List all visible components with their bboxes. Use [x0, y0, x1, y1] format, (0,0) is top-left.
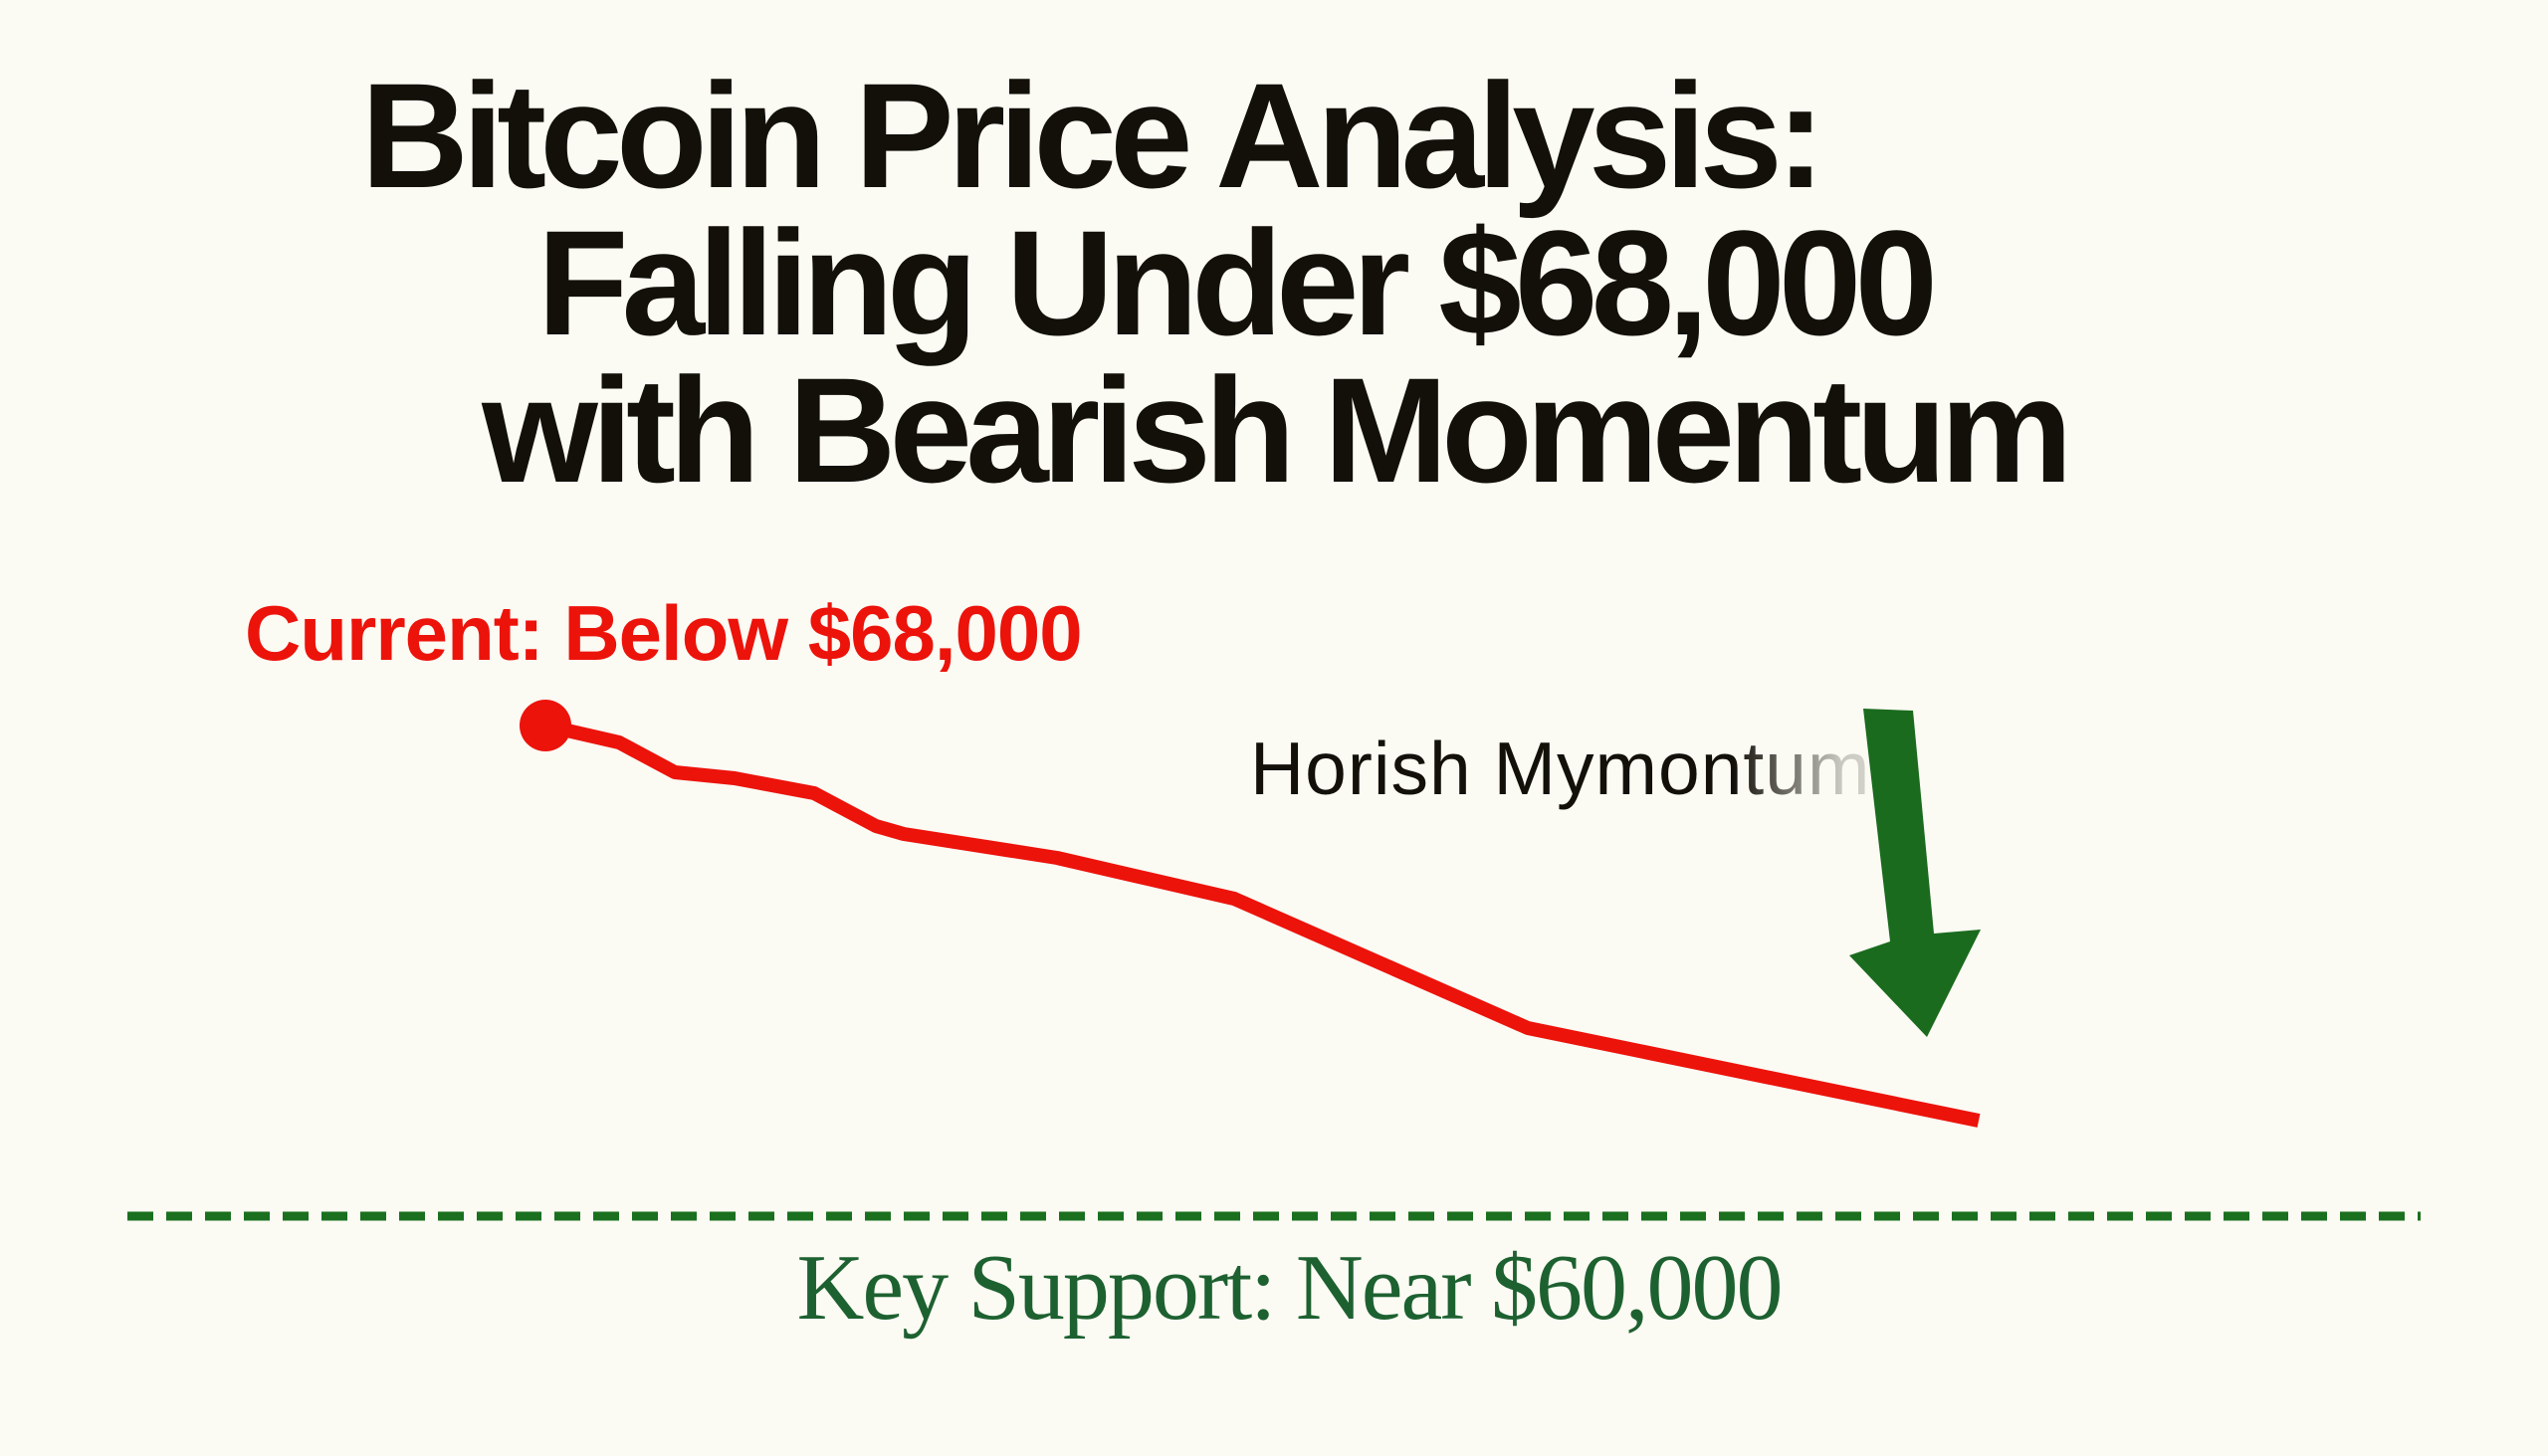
price-line	[543, 719, 1981, 1128]
support-level-label: Key Support: Near $60,000	[796, 1236, 1783, 1340]
page-title: Bitcoin Price Analysis: Falling Under $6…	[0, 52, 2548, 514]
down-arrow-icon	[1849, 709, 1981, 1037]
title-line-3: with Bearish Momentum	[482, 346, 2073, 514]
title-line-2: Falling Under $68,000	[536, 199, 1938, 366]
current-price-label: Current: Below $68,000	[245, 589, 1083, 677]
price-start-dot	[520, 700, 571, 751]
title-line-1: Bitcoin Price Analysis:	[360, 52, 1825, 219]
